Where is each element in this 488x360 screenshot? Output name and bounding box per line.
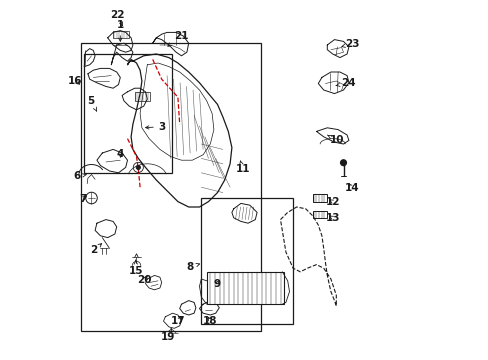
Text: 13: 13 [325,213,339,223]
Bar [312,211,326,218]
Text: 9: 9 [214,279,221,289]
Text: 12: 12 [325,197,339,207]
Text: 16: 16 [68,76,82,86]
Bar [81,43,260,331]
Text: 17: 17 [171,316,185,326]
Text: 19: 19 [160,329,175,342]
Text: 22: 22 [110,10,125,26]
Text: 6: 6 [73,171,86,181]
Text: 14: 14 [344,183,358,193]
Text: 20: 20 [137,275,151,285]
Text: 5: 5 [87,96,97,111]
Text: 4: 4 [116,149,124,159]
Circle shape [136,165,140,170]
Bar [84,54,172,173]
Circle shape [340,160,346,166]
Bar [201,198,292,324]
Bar [134,92,149,101]
Bar [113,31,129,38]
Text: 10: 10 [326,135,344,145]
Text: 21: 21 [167,31,188,46]
Text: 24: 24 [335,78,355,88]
Text: 1: 1 [117,20,123,41]
Text: 8: 8 [186,262,199,272]
Text: 18: 18 [203,316,217,326]
Bar [206,272,284,304]
Text: 2: 2 [90,244,102,255]
Text: 15: 15 [128,260,142,276]
Text: 23: 23 [341,39,359,49]
Text: 7: 7 [79,194,86,204]
Bar [312,194,326,202]
Text: 3: 3 [145,122,166,132]
Text: 11: 11 [235,161,249,174]
